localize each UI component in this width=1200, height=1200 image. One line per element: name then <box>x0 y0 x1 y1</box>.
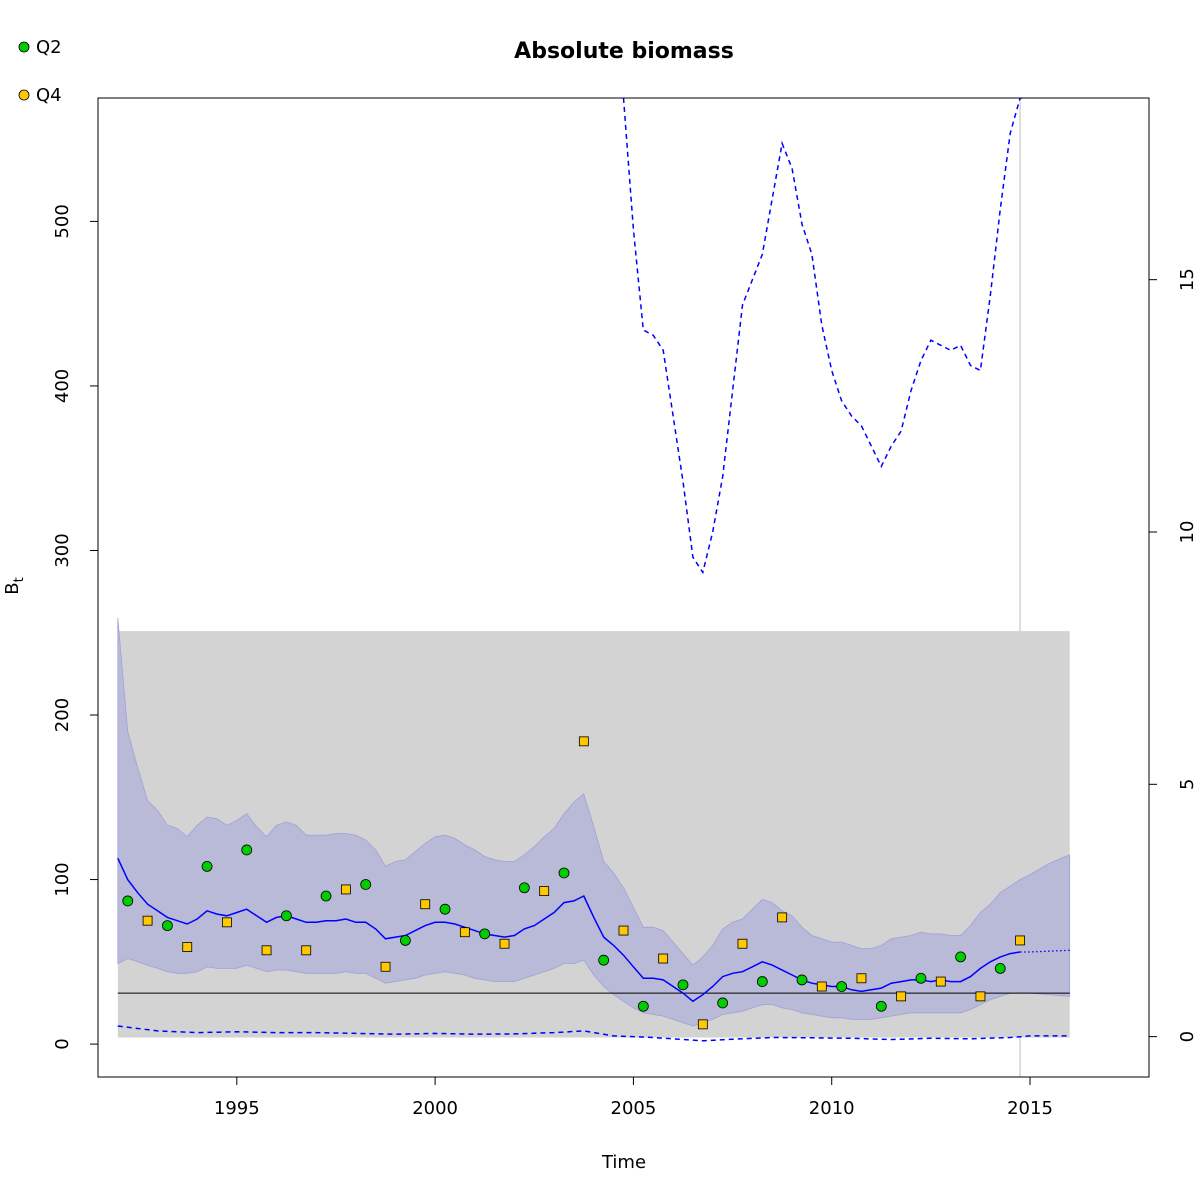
plot-area <box>117 98 1071 1077</box>
right-axis: 0 5 10 15 <box>1149 268 1198 1042</box>
y-axis-title-main: B <box>2 582 23 594</box>
q4-point <box>340 884 351 895</box>
q2-point <box>122 895 134 907</box>
y-tick-label: 200 <box>52 698 73 732</box>
right-tick-label: 5 <box>1177 779 1198 790</box>
q4-point <box>658 953 669 964</box>
right-tick-label: 10 <box>1177 521 1198 544</box>
x-axis-title: Time <box>601 1152 646 1173</box>
q2-point <box>598 954 610 966</box>
q2-point <box>201 860 213 872</box>
confidence-band <box>117 617 1071 1027</box>
right-tick-label: 15 <box>1177 268 1198 291</box>
plot-frame <box>97 97 1150 1078</box>
q2-point <box>637 1000 649 1012</box>
q2-point <box>280 910 292 922</box>
y-axis-title-subscript: t <box>12 577 27 582</box>
q4-point <box>380 961 391 972</box>
y-tick-label: 100 <box>52 862 73 896</box>
x-axis: 1995 2000 2005 2010 2015 <box>214 1077 1053 1119</box>
q4-point <box>578 736 589 747</box>
q2-point <box>399 935 411 946</box>
y-axis: 0 100 200 300 400 500 <box>52 204 98 1050</box>
q4-point <box>777 912 788 923</box>
y-tick-label: 400 <box>52 369 73 403</box>
q4-point <box>697 1019 708 1030</box>
secondary-dashed-line <box>622 98 1027 575</box>
q4-point <box>221 917 232 928</box>
legend-marker-q4 <box>18 89 30 101</box>
biomass-forecast-line <box>1020 949 1070 953</box>
y-tick-label: 300 <box>52 533 73 567</box>
q2-point <box>558 867 570 879</box>
x-tick-label: 2010 <box>809 1098 855 1119</box>
q2-point <box>479 928 491 940</box>
q4-point <box>896 991 907 1002</box>
q2-point <box>439 903 451 915</box>
q4-point <box>618 925 629 936</box>
q4-point <box>935 976 946 987</box>
x-tick-label: 2015 <box>1007 1098 1053 1119</box>
q2-point <box>915 972 927 984</box>
x-tick-label: 2005 <box>611 1098 657 1119</box>
q2-point <box>756 976 768 987</box>
q2-point <box>717 997 729 1009</box>
q4-point <box>420 899 431 910</box>
y-axis-title: Bt <box>2 577 27 594</box>
biomass-estimate-line <box>117 857 1021 1003</box>
legend-label-q4: Q4 <box>36 85 62 106</box>
y-tick-label: 0 <box>52 1038 73 1049</box>
q2-point <box>518 882 530 894</box>
q4-point <box>539 886 550 896</box>
q4-point <box>182 942 193 952</box>
q4-point <box>142 915 153 926</box>
legend-label-q2: Q2 <box>36 37 62 58</box>
q4-point <box>261 945 272 956</box>
q2-point <box>677 979 689 991</box>
x-tick-label: 1995 <box>214 1098 260 1119</box>
q2-point <box>994 963 1006 974</box>
q4-point <box>1015 935 1026 946</box>
q2-point <box>320 890 332 902</box>
q2-point <box>796 974 808 986</box>
secondary-dashed-low-line <box>117 1025 1070 1042</box>
q4-point <box>459 927 470 938</box>
legend: Q2 Q4 <box>18 37 62 106</box>
q2-point <box>955 951 967 963</box>
q4-point <box>975 991 986 1002</box>
x-tick-label: 2000 <box>412 1098 458 1119</box>
q4-point <box>737 938 748 949</box>
chart-title: Absolute biomass <box>514 39 734 64</box>
q2-point <box>836 981 848 992</box>
q2-point <box>360 879 372 890</box>
q4-point <box>301 945 312 956</box>
q2-point <box>875 1000 887 1012</box>
y-tick-label: 500 <box>52 204 73 238</box>
legend-marker-q2 <box>18 41 30 53</box>
q2-point <box>162 920 173 932</box>
q2-point <box>241 844 253 856</box>
q4-point <box>499 938 510 949</box>
right-tick-label: 0 <box>1177 1031 1198 1042</box>
q4-point <box>856 973 867 984</box>
q4-point <box>816 981 827 992</box>
